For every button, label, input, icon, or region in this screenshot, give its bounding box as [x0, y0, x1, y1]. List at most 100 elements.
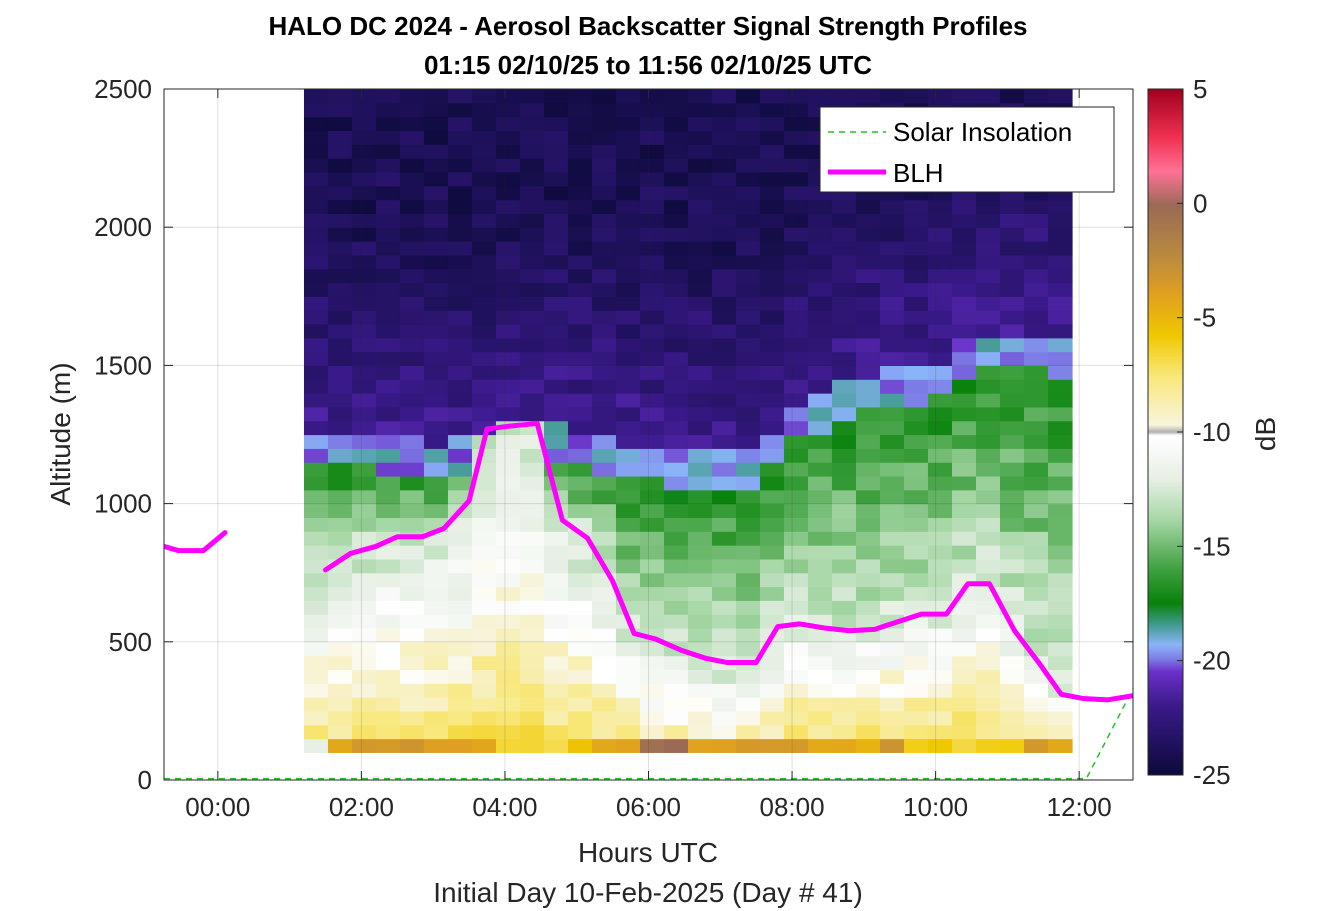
heatmap-cell: [615, 213, 641, 228]
heatmap-cell: [375, 89, 401, 104]
heatmap-cell: [687, 296, 713, 311]
heatmap-cell: [423, 158, 449, 173]
heatmap-cell: [543, 614, 569, 629]
heatmap-cell: [663, 130, 689, 145]
heatmap-cell: [399, 503, 425, 519]
heatmap-cell: [735, 434, 761, 449]
heatmap-cell: [735, 130, 761, 145]
heatmap-cell: [687, 351, 713, 366]
heatmap-cell: [711, 254, 737, 270]
heatmap-cell: [327, 89, 353, 104]
heatmap-cell: [447, 517, 473, 532]
heatmap-cell: [519, 365, 545, 380]
heatmap-cell: [591, 89, 617, 104]
heatmap-cell: [615, 738, 641, 753]
heatmap-cell: [879, 489, 905, 505]
heatmap-cell: [327, 641, 353, 657]
heatmap-cell: [303, 144, 329, 159]
heatmap-cell: [591, 379, 617, 394]
heatmap-cell: [303, 323, 329, 339]
heatmap-cell: [975, 323, 1001, 339]
heatmap-cell: [495, 503, 521, 519]
heatmap-cell: [399, 268, 425, 284]
heatmap-cell: [591, 158, 617, 173]
heatmap-cell: [303, 337, 329, 353]
heatmap-cell: [615, 393, 641, 408]
heatmap-cell: [351, 296, 377, 311]
heatmap-cell: [351, 89, 377, 104]
heatmap-cell: [495, 448, 521, 463]
heatmap-cell: [855, 268, 881, 284]
heatmap-cell: [687, 337, 713, 353]
heatmap-cell: [615, 489, 641, 505]
heatmap-cell: [327, 572, 353, 588]
heatmap-cell: [303, 282, 329, 297]
heatmap-cell: [903, 337, 929, 353]
heatmap-cell: [591, 144, 617, 159]
heatmap-cell: [447, 296, 473, 311]
heatmap-cell: [447, 724, 473, 740]
heatmap-cell: [519, 268, 545, 284]
heatmap-cell: [1047, 351, 1073, 366]
heatmap-cell: [639, 310, 665, 325]
heatmap-cell: [855, 351, 881, 366]
heatmap-cell: [519, 489, 545, 505]
heatmap-cell: [975, 254, 1001, 270]
heatmap-cell: [903, 199, 929, 214]
heatmap-cell: [831, 420, 857, 436]
heatmap-cell: [759, 586, 785, 601]
heatmap-cell: [711, 393, 737, 408]
heatmap-cell: [711, 171, 737, 187]
heatmap-cell: [975, 531, 1001, 546]
heatmap-cell: [327, 503, 353, 519]
heatmap-cell: [999, 475, 1025, 491]
heatmap-cell: [615, 158, 641, 173]
heatmap-cell: [351, 669, 377, 684]
heatmap-cell: [567, 600, 593, 615]
heatmap-cell: [831, 406, 857, 422]
heatmap-cell: [783, 199, 809, 214]
heatmap-cell: [423, 572, 449, 588]
heatmap-cell: [831, 669, 857, 684]
heatmap-cell: [567, 337, 593, 353]
heatmap-cell: [663, 434, 689, 449]
heatmap-cell: [879, 669, 905, 684]
heatmap-cell: [687, 199, 713, 214]
heatmap-cell: [759, 296, 785, 311]
heatmap-cell: [351, 738, 377, 753]
heatmap-cell: [831, 489, 857, 505]
heatmap-cell: [591, 116, 617, 132]
heatmap-cell: [351, 641, 377, 657]
heatmap-cell: [639, 351, 665, 366]
heatmap-cell: [591, 434, 617, 449]
heatmap-cell: [543, 531, 569, 546]
heatmap-cell: [807, 268, 833, 284]
heatmap-cell: [735, 572, 761, 588]
legend-solar-label: Solar Insolation: [893, 117, 1072, 147]
heatmap-cell: [471, 545, 497, 560]
heatmap-cell: [327, 323, 353, 339]
heatmap-cell: [807, 627, 833, 643]
heatmap-cell: [903, 558, 929, 574]
heatmap-cell: [807, 710, 833, 726]
heatmap-cell: [951, 475, 977, 491]
heatmap-cell: [423, 144, 449, 159]
heatmap-cell: [303, 116, 329, 132]
heatmap-cell: [639, 213, 665, 228]
heatmap-cell: [423, 655, 449, 671]
heatmap-cell: [807, 379, 833, 394]
heatmap-cell: [903, 241, 929, 256]
heatmap-cell: [543, 89, 569, 104]
x-tick-label: 06:00: [616, 792, 681, 822]
heatmap-cell: [951, 199, 977, 214]
heatmap-cell: [663, 241, 689, 256]
heatmap-cell: [639, 337, 665, 353]
heatmap-cell: [591, 669, 617, 684]
heatmap-cell: [735, 738, 761, 753]
heatmap-cell: [399, 227, 425, 242]
heatmap-cell: [1047, 199, 1073, 214]
heatmap-cell: [303, 572, 329, 588]
heatmap-cell: [447, 614, 473, 629]
heatmap-cell: [831, 738, 857, 753]
heatmap-cell: [951, 724, 977, 740]
